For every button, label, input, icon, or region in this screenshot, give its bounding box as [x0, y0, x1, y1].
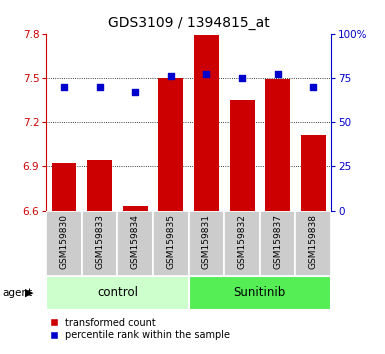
- Point: [132, 89, 138, 95]
- Bar: [158, 78, 183, 211]
- Bar: [117, 211, 153, 276]
- Text: agent: agent: [2, 288, 32, 298]
- Bar: [123, 206, 148, 211]
- Title: GDS3109 / 1394815_at: GDS3109 / 1394815_at: [108, 16, 270, 30]
- Point: [239, 75, 245, 81]
- Bar: [194, 35, 219, 211]
- Bar: [87, 160, 112, 211]
- Bar: [46, 211, 82, 276]
- Text: GSM159832: GSM159832: [238, 214, 246, 269]
- Bar: [296, 211, 331, 276]
- Text: GSM159831: GSM159831: [202, 214, 211, 269]
- Point: [168, 73, 174, 79]
- Bar: [260, 211, 296, 276]
- Bar: [82, 211, 117, 276]
- Text: GSM159834: GSM159834: [131, 214, 140, 269]
- Point: [97, 84, 103, 90]
- Text: GSM159833: GSM159833: [95, 214, 104, 269]
- Text: GSM159835: GSM159835: [166, 214, 175, 269]
- Legend: transformed count, percentile rank within the sample: transformed count, percentile rank withi…: [47, 315, 233, 343]
- Bar: [52, 164, 77, 211]
- Bar: [153, 211, 189, 276]
- Bar: [265, 79, 290, 211]
- Text: GSM159837: GSM159837: [273, 214, 282, 269]
- Bar: [301, 135, 326, 211]
- Bar: [224, 211, 260, 276]
- Text: control: control: [97, 286, 138, 299]
- Text: GSM159838: GSM159838: [309, 214, 318, 269]
- Point: [203, 72, 209, 77]
- Text: GSM159830: GSM159830: [60, 214, 69, 269]
- Point: [61, 84, 67, 90]
- Bar: [189, 211, 224, 276]
- Text: Sunitinib: Sunitinib: [234, 286, 286, 299]
- Point: [275, 72, 281, 77]
- Bar: [46, 276, 189, 310]
- Text: ▶: ▶: [25, 288, 33, 298]
- Bar: [189, 276, 331, 310]
- Bar: [229, 100, 254, 211]
- Point: [310, 84, 316, 90]
